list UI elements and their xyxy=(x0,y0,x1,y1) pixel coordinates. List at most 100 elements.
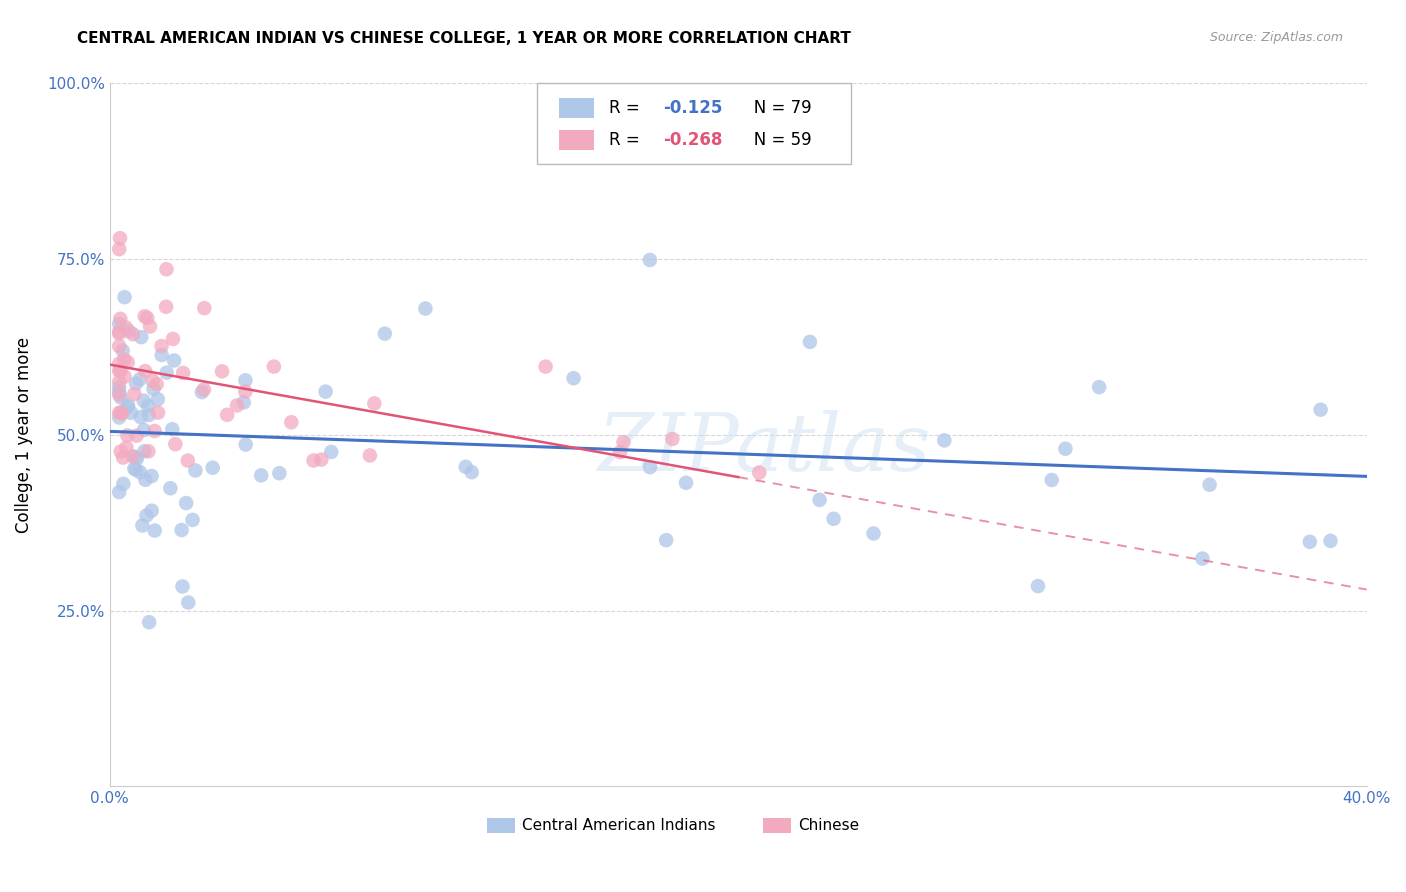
Point xyxy=(934,434,956,448)
FancyBboxPatch shape xyxy=(537,84,852,164)
Text: R =: R = xyxy=(609,99,645,117)
Point xyxy=(146,406,169,420)
Point xyxy=(661,432,683,446)
Point xyxy=(134,310,156,324)
Point xyxy=(134,444,156,458)
Point xyxy=(112,476,135,491)
Point xyxy=(141,469,163,483)
Point xyxy=(162,422,184,436)
Point xyxy=(638,460,661,475)
Point xyxy=(108,231,131,245)
Point xyxy=(302,453,325,467)
Point xyxy=(363,396,385,410)
Point xyxy=(142,382,165,396)
Point xyxy=(108,326,131,341)
Point xyxy=(124,461,146,475)
Point xyxy=(108,388,131,402)
Point xyxy=(311,452,333,467)
Point xyxy=(142,374,165,388)
Point xyxy=(108,357,131,371)
Point xyxy=(232,395,254,409)
Point xyxy=(117,428,139,442)
Point xyxy=(110,406,132,420)
Point xyxy=(110,444,132,458)
Point xyxy=(609,445,631,459)
Bar xyxy=(763,818,792,833)
Text: CENTRAL AMERICAN INDIAN VS CHINESE COLLEGE, 1 YEAR OR MORE CORRELATION CHART: CENTRAL AMERICAN INDIAN VS CHINESE COLLE… xyxy=(77,31,851,46)
Point xyxy=(115,441,138,455)
Point xyxy=(117,355,139,369)
Point xyxy=(115,320,138,334)
Point xyxy=(110,364,132,378)
Point xyxy=(114,369,136,384)
Point xyxy=(675,475,697,490)
Point xyxy=(136,399,159,413)
Point xyxy=(235,437,257,451)
Point xyxy=(118,324,141,338)
Point xyxy=(143,424,166,438)
Text: ZIPatlas: ZIPatlas xyxy=(596,410,931,488)
Point xyxy=(211,364,233,378)
Point xyxy=(124,450,146,464)
Point xyxy=(454,459,477,474)
Point xyxy=(193,383,215,397)
Point xyxy=(108,406,131,420)
Point xyxy=(235,384,257,399)
Point xyxy=(162,332,184,346)
Text: R =: R = xyxy=(609,130,645,149)
Point xyxy=(315,384,337,399)
Point xyxy=(124,387,146,401)
Point xyxy=(415,301,437,316)
Point xyxy=(155,300,177,314)
Point xyxy=(1299,534,1322,549)
Point xyxy=(321,445,343,459)
Point xyxy=(280,415,302,429)
Point xyxy=(193,301,215,315)
Point xyxy=(1040,473,1063,487)
Point xyxy=(156,366,179,380)
Point xyxy=(112,450,135,465)
Point xyxy=(655,533,678,547)
Point xyxy=(177,453,200,467)
Point xyxy=(110,311,132,326)
Text: N = 59: N = 59 xyxy=(738,130,811,149)
Text: Source: ZipAtlas.com: Source: ZipAtlas.com xyxy=(1209,31,1343,45)
Bar xyxy=(486,818,515,833)
Point xyxy=(1198,477,1220,491)
Point xyxy=(108,380,131,394)
Point xyxy=(117,398,139,412)
Point xyxy=(108,410,131,425)
Point xyxy=(172,366,194,380)
Point xyxy=(108,364,131,378)
Point xyxy=(136,310,159,325)
Point xyxy=(1054,442,1077,456)
Point xyxy=(138,615,160,630)
Point xyxy=(235,373,257,387)
Point xyxy=(174,496,197,510)
Point xyxy=(534,359,557,374)
Point xyxy=(146,392,169,407)
Point xyxy=(108,242,131,256)
Point xyxy=(562,371,585,385)
Point xyxy=(141,504,163,518)
Point xyxy=(1309,402,1331,417)
Point xyxy=(111,343,134,358)
Point xyxy=(1319,533,1341,548)
Point xyxy=(823,512,845,526)
Point xyxy=(110,391,132,405)
Point xyxy=(108,384,131,399)
Point xyxy=(114,290,136,304)
Point xyxy=(145,377,167,392)
Bar xyxy=(558,130,593,150)
Point xyxy=(120,406,142,420)
Point xyxy=(201,460,224,475)
Point xyxy=(125,428,148,442)
Point xyxy=(143,524,166,538)
Point xyxy=(1191,551,1213,566)
Point xyxy=(1026,579,1049,593)
Text: -0.125: -0.125 xyxy=(662,99,723,117)
Point xyxy=(132,423,155,437)
Point xyxy=(121,450,143,464)
Point xyxy=(125,376,148,391)
Point xyxy=(108,325,131,339)
